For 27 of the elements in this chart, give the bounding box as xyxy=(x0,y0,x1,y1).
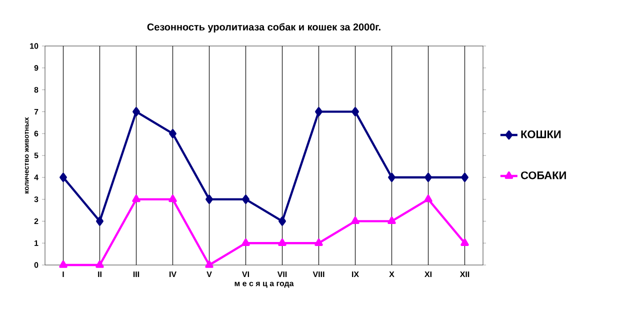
point xyxy=(59,260,68,268)
point xyxy=(169,129,176,138)
point xyxy=(388,172,396,182)
point xyxy=(205,260,214,268)
point xyxy=(351,216,360,224)
legend-label: КОШКИ xyxy=(521,130,561,138)
point xyxy=(132,107,140,116)
point xyxy=(352,107,359,116)
point xyxy=(132,194,140,202)
point xyxy=(424,172,432,182)
point xyxy=(96,216,104,226)
point xyxy=(242,194,250,204)
point xyxy=(278,216,286,226)
legend-label: СОБАКИ xyxy=(520,171,566,180)
point xyxy=(315,107,322,116)
point xyxy=(278,238,286,246)
point xyxy=(460,238,469,246)
chart-title: Сезонность уролитиаза собак и кошек за 2000г. xyxy=(147,23,380,32)
point xyxy=(60,172,67,182)
point xyxy=(461,172,468,182)
point xyxy=(314,238,323,246)
point xyxy=(388,216,396,224)
point xyxy=(168,194,177,202)
point xyxy=(206,194,213,204)
point xyxy=(96,260,104,268)
point xyxy=(242,238,250,246)
point xyxy=(424,194,432,202)
